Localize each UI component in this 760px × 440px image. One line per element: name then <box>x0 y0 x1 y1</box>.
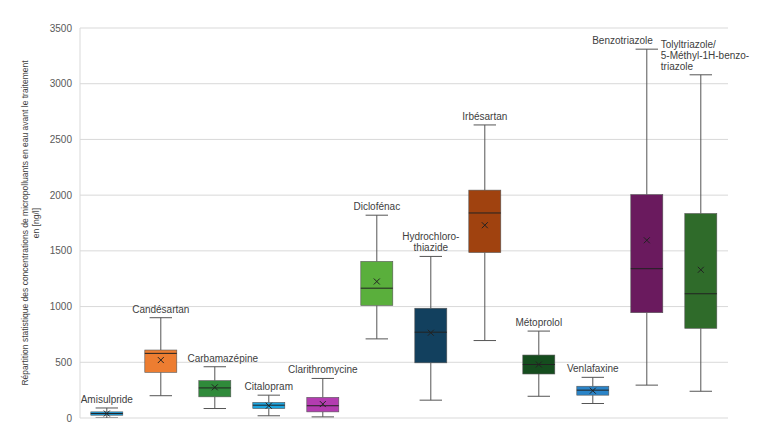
svg-text:2500: 2500 <box>50 134 73 145</box>
svg-text:Benzotriazole: Benzotriazole <box>592 35 653 46</box>
svg-text:Carbamazépine: Carbamazépine <box>187 353 258 364</box>
svg-text:Répartition statistique des co: Répartition statistique des concentratio… <box>20 60 41 386</box>
svg-text:Citalopram: Citalopram <box>245 381 293 392</box>
svg-text:1000: 1000 <box>50 301 73 312</box>
svg-text:3500: 3500 <box>50 23 73 34</box>
svg-text:Tolyltriazole/5-Méthyl-1H-benz: Tolyltriazole/5-Méthyl-1H-benzo-triazole <box>661 39 749 72</box>
svg-text:Amisulpride: Amisulpride <box>81 394 134 405</box>
svg-text:3000: 3000 <box>50 78 73 89</box>
svg-text:Venlafaxine: Venlafaxine <box>567 363 619 374</box>
svg-text:Métoprolol: Métoprolol <box>515 317 562 328</box>
svg-text:0: 0 <box>66 413 72 424</box>
svg-text:Candésartan: Candésartan <box>132 304 189 315</box>
svg-text:Clarithromycine: Clarithromycine <box>288 364 358 375</box>
svg-text:1500: 1500 <box>50 245 73 256</box>
svg-text:Irbésartan: Irbésartan <box>462 111 507 122</box>
svg-text:2000: 2000 <box>50 190 73 201</box>
svg-text:Diclofénac: Diclofénac <box>353 201 400 212</box>
svg-text:500: 500 <box>55 357 72 368</box>
svg-text:Hydrochloro-thiazide: Hydrochloro-thiazide <box>402 231 459 253</box>
